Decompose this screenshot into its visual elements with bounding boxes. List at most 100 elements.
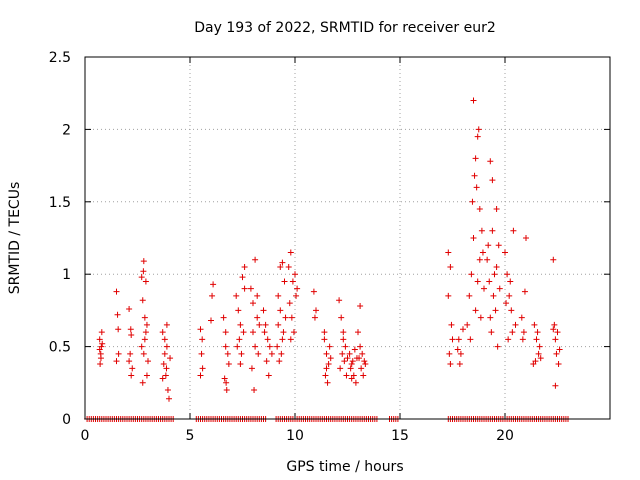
data-point xyxy=(509,329,516,336)
data-point xyxy=(128,372,135,379)
data-point xyxy=(126,305,133,312)
data-point xyxy=(140,350,147,357)
data-point xyxy=(138,343,145,350)
data-point xyxy=(337,365,344,372)
data-point xyxy=(455,336,462,343)
data-point xyxy=(510,227,517,234)
data-point xyxy=(294,285,301,292)
x-tick-label: 5 xyxy=(186,428,195,444)
data-point xyxy=(486,278,493,285)
data-point xyxy=(285,263,292,270)
data-point xyxy=(445,249,452,256)
data-point xyxy=(340,336,347,343)
tick-marks xyxy=(84,56,610,420)
data-point xyxy=(281,278,288,285)
data-point xyxy=(550,326,557,333)
data-point xyxy=(351,346,358,353)
data-point xyxy=(167,355,174,362)
data-point xyxy=(447,360,454,367)
data-point xyxy=(506,292,513,299)
data-point xyxy=(449,336,456,343)
data-point xyxy=(197,372,204,379)
data-point xyxy=(336,297,343,304)
data-point xyxy=(251,387,258,394)
data-point xyxy=(138,274,145,281)
data-point xyxy=(530,360,537,367)
data-point xyxy=(338,314,345,321)
data-point xyxy=(198,350,205,357)
data-point xyxy=(292,271,298,278)
data-point xyxy=(163,365,170,372)
data-point xyxy=(282,314,289,321)
data-point xyxy=(286,300,293,307)
data-point xyxy=(115,350,122,357)
data-point xyxy=(254,292,261,299)
data-point xyxy=(473,184,480,191)
data-point xyxy=(128,332,135,339)
data-point xyxy=(487,314,494,321)
data-point xyxy=(199,365,206,372)
data-point xyxy=(248,365,255,372)
data-point xyxy=(99,340,106,347)
data-point xyxy=(343,372,350,379)
data-point xyxy=(256,321,263,328)
data-point xyxy=(278,350,285,357)
y-tick-label: 1.5 xyxy=(49,195,71,211)
data-point xyxy=(208,317,214,324)
data-point xyxy=(225,360,232,367)
data-point xyxy=(507,278,514,285)
data-point xyxy=(556,346,563,353)
data-point xyxy=(98,329,105,336)
data-point xyxy=(262,321,269,328)
data-point xyxy=(222,329,229,336)
data-point xyxy=(287,249,294,256)
data-point xyxy=(127,350,134,357)
data-point xyxy=(518,314,525,321)
data-point xyxy=(470,235,477,241)
data-point xyxy=(357,303,364,310)
y-tick-label: 1 xyxy=(62,267,71,283)
data-point xyxy=(239,274,246,281)
data-point xyxy=(140,268,147,275)
data-point xyxy=(503,300,510,307)
data-point xyxy=(477,314,484,321)
y-tick-label: 2.5 xyxy=(49,50,71,66)
grid xyxy=(85,57,610,419)
data-point xyxy=(523,235,529,241)
data-point xyxy=(469,198,476,205)
data-point xyxy=(237,321,244,328)
data-point xyxy=(223,379,230,386)
data-point xyxy=(310,288,317,295)
data-point xyxy=(140,258,147,265)
data-point xyxy=(143,372,150,379)
data-point xyxy=(490,292,497,299)
data-point xyxy=(476,206,483,213)
data-point xyxy=(97,360,104,367)
data-point xyxy=(519,336,526,343)
data-point xyxy=(142,278,149,285)
data-point xyxy=(521,288,528,295)
data-point xyxy=(288,314,295,321)
data-point xyxy=(348,360,355,367)
data-point xyxy=(467,336,474,343)
data-point xyxy=(495,242,502,249)
x-axis-label: GPS time / hours xyxy=(286,459,403,475)
data-point xyxy=(361,358,368,365)
data-point xyxy=(209,292,216,299)
x-tick-label: 20 xyxy=(496,428,514,444)
data-point xyxy=(446,350,453,357)
data-point xyxy=(97,355,104,362)
data-point xyxy=(233,292,240,299)
data-point xyxy=(197,326,204,333)
data-point xyxy=(240,329,247,336)
data-point xyxy=(235,307,242,314)
x-tick-label: 10 xyxy=(286,428,304,444)
data-point xyxy=(268,350,275,357)
data-point xyxy=(220,314,227,321)
data-point xyxy=(141,314,148,321)
data-point xyxy=(241,263,248,270)
data-point xyxy=(494,343,501,350)
y-axis: 0 0.5 1 1.5 2 2.5 xyxy=(49,50,71,428)
data-point xyxy=(289,278,296,285)
data-point xyxy=(236,336,243,343)
